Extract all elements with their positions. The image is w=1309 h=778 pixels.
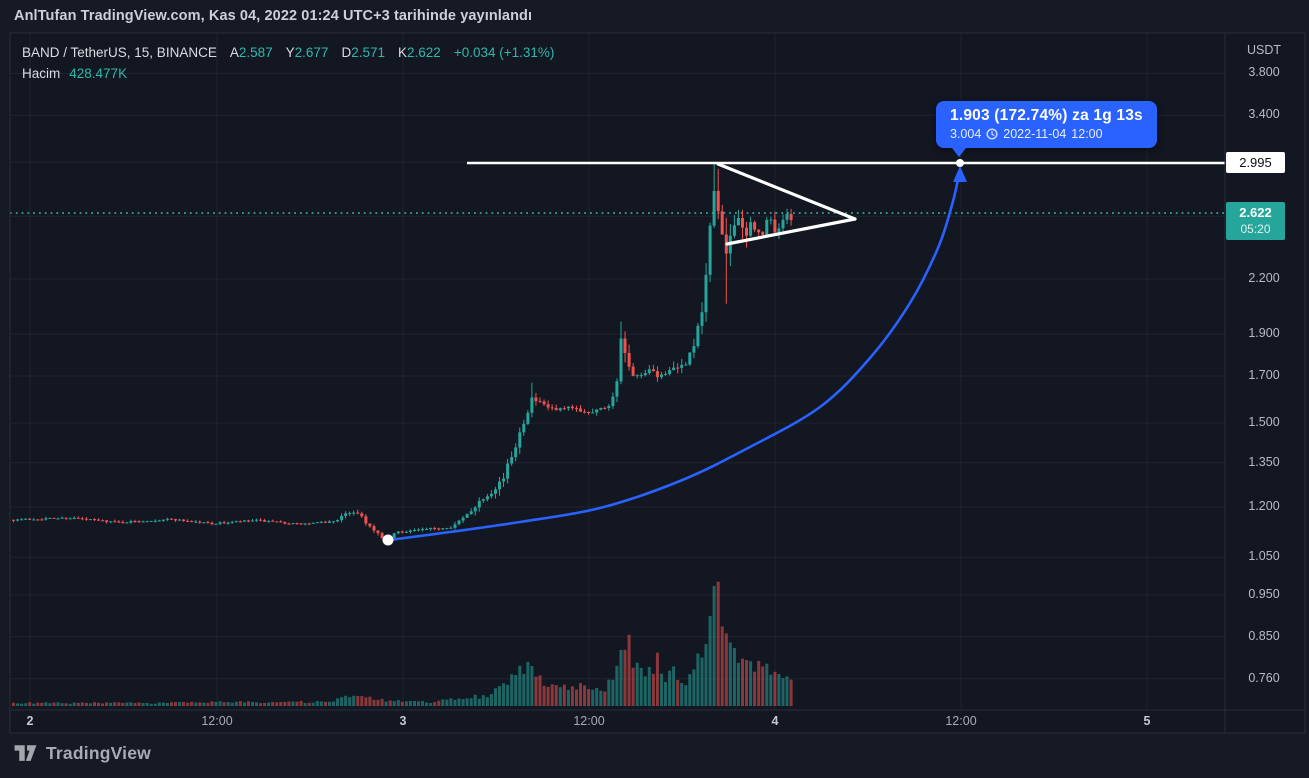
- price-tick-label[interactable]: 3.400: [1248, 107, 1280, 121]
- time-tick-label[interactable]: 5: [1143, 714, 1151, 728]
- time-tick-label[interactable]: 4: [771, 714, 779, 728]
- volume-label: Hacim: [22, 66, 61, 81]
- measure-target-price: 3.004: [950, 127, 982, 141]
- projection-curve[interactable]: [387, 166, 967, 542]
- time-tick-label[interactable]: 12:00: [201, 714, 233, 728]
- price-tick-label[interactable]: 0.850: [1248, 629, 1280, 643]
- tradingview-watermark[interactable]: TradingView: [13, 741, 151, 765]
- price-tick-label[interactable]: 1.350: [1248, 455, 1280, 469]
- price-tick-label[interactable]: 1.050: [1248, 549, 1280, 563]
- tradingview-logo-icon: [14, 745, 37, 761]
- measure-markers: [382, 159, 964, 546]
- volume-value: 428.477K: [69, 66, 128, 81]
- price-tick-label[interactable]: 3.800: [1248, 65, 1280, 79]
- time-tick-label[interactable]: 2: [26, 714, 34, 728]
- high-value: Y2.677: [285, 45, 329, 60]
- price-tick-label[interactable]: 1.200: [1248, 499, 1280, 513]
- low-value: D2.571: [341, 45, 385, 60]
- price-tick-label[interactable]: 2.200: [1248, 271, 1280, 285]
- time-tick-label[interactable]: 12:00: [573, 714, 605, 728]
- tradingview-logo-text: TradingView: [46, 742, 151, 763]
- candle-countdown: 05:20: [1240, 222, 1271, 236]
- current-price-label: 2.622 05:20: [1226, 202, 1285, 240]
- measure-target-row: 3.004 2022-11-04 12:00: [950, 127, 1143, 141]
- pennant-triangle-drawing[interactable]: [716, 162, 857, 246]
- volume-histogram: [12, 581, 793, 706]
- time-tick-label[interactable]: 12:00: [945, 714, 977, 728]
- price-tick-label[interactable]: 0.760: [1248, 671, 1280, 685]
- price-gridlines: [10, 33, 1225, 710]
- time-tick-label[interactable]: 3: [399, 714, 407, 728]
- publish-header: AnlTufan TradingView.com, Kas 04, 2022 0…: [14, 8, 533, 24]
- measure-tooltip: 1.903 (172.74%) za 1g 13s 3.004 2022-11-…: [936, 101, 1157, 157]
- tooltip-pointer: [952, 148, 966, 157]
- price-tick-label[interactable]: 1.900: [1248, 326, 1280, 340]
- measure-target-time: 12:00: [1071, 127, 1103, 141]
- open-value: A2.587: [229, 45, 273, 60]
- current-price-value: 2.622: [1239, 205, 1272, 220]
- measure-target-date: 2022-11-04: [1003, 127, 1067, 141]
- volume-legend[interactable]: Hacim 428.477K: [22, 66, 127, 81]
- close-value: K2.622: [398, 45, 441, 60]
- price-tick-label[interactable]: 1.700: [1248, 368, 1280, 382]
- price-tick-label[interactable]: 0.950: [1248, 587, 1280, 601]
- symbol-title[interactable]: BAND / TetherUS, 15, BINANCE: [22, 45, 217, 60]
- symbol-legend[interactable]: BAND / TetherUS, 15, BINANCE A2.587 Y2.6…: [22, 45, 554, 60]
- panel-borders: [9, 32, 1306, 734]
- candlesticks: [12, 163, 793, 541]
- change-value: +0.034 (+1.31%): [453, 45, 555, 60]
- measure-gain-text: 1.903 (172.74%) za 1g 13s: [950, 107, 1143, 124]
- price-scale-currency[interactable]: USDT: [1246, 43, 1282, 57]
- price-tick-label[interactable]: 1.500: [1248, 415, 1280, 429]
- line-price-label: 2.995: [1226, 152, 1285, 173]
- chart-panel-bg: [10, 33, 1305, 733]
- clock-icon: [986, 128, 998, 140]
